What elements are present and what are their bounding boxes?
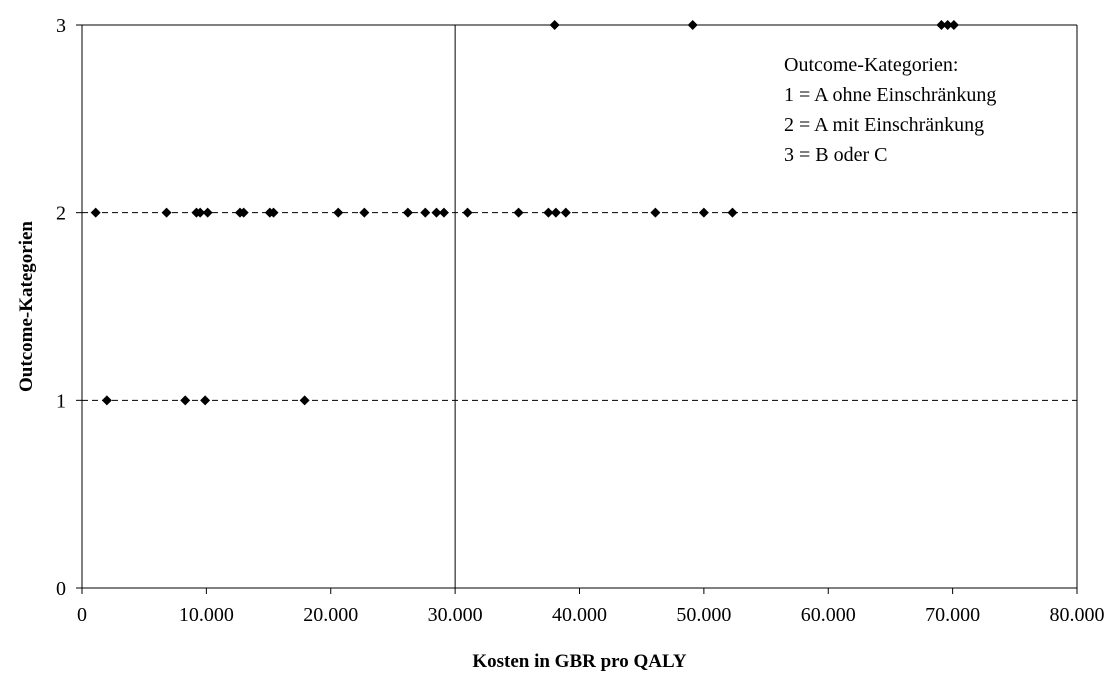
data-point: [402, 207, 413, 218]
axes-layer: [81, 25, 1077, 589]
legend-title: Outcome-Kategorien:: [784, 54, 958, 76]
data-point: [438, 207, 449, 218]
data-point: [698, 207, 709, 218]
grid-layer: [82, 24, 1078, 588]
data-point: [462, 207, 473, 218]
legend-item-3: 3 = B oder C: [784, 144, 888, 166]
data-point: [333, 207, 344, 218]
y-tick-label: 0: [56, 578, 66, 600]
y-axis-title: Outcome-Kategorien: [16, 221, 37, 392]
y-tick-label: 2: [56, 203, 66, 225]
x-tick-label: 60.000: [801, 604, 856, 626]
x-tick-label: 10.000: [179, 604, 234, 626]
data-point: [727, 207, 738, 218]
legend-item-2: 2 = A mit Einschränkung: [784, 114, 984, 136]
y-tick-label: 1: [56, 390, 66, 412]
data-point: [560, 207, 571, 218]
data-point: [202, 207, 213, 218]
data-point: [195, 207, 206, 218]
data-point: [513, 207, 524, 218]
legend: Outcome-Kategorien: 1 = A ohne Einschrän…: [784, 54, 996, 166]
data-point: [101, 395, 112, 406]
data-point: [268, 207, 279, 218]
x-tick-label: 20.000: [303, 604, 358, 626]
data-point: [90, 207, 101, 218]
x-tick-label: 70.000: [925, 604, 980, 626]
data-point: [549, 20, 560, 30]
x-tick-label: 0: [77, 604, 87, 626]
legend-item-1: 1 = A ohne Einschränkung: [784, 84, 996, 106]
y-tick-label: 3: [56, 15, 66, 37]
x-tick-label: 30.000: [428, 604, 483, 626]
data-point: [161, 207, 172, 218]
data-point: [431, 207, 442, 218]
data-point: [200, 395, 211, 406]
x-axis-title: Kosten in GBR pro QALY: [472, 651, 687, 672]
data-point: [420, 207, 431, 218]
data-point: [550, 207, 561, 218]
x-tick-label: 80.000: [1050, 604, 1105, 626]
data-point: [687, 20, 698, 30]
x-ticks: 0 10.000 20.000 30.000 40.000 50.000 60.000 70.…: [77, 588, 1105, 626]
x-tick-label: 50.000: [676, 604, 731, 626]
data-point: [299, 395, 310, 406]
data-point: [650, 207, 661, 218]
data-point: [543, 207, 554, 218]
data-point: [936, 20, 947, 30]
data-point: [238, 207, 249, 218]
x-tick-label: 40.000: [552, 604, 607, 626]
data-point: [359, 207, 370, 218]
data-point: [948, 20, 959, 30]
y-ticks: 0 1 2 3: [56, 15, 82, 600]
data-point: [180, 395, 191, 406]
data-points: [90, 20, 959, 406]
data-point: [942, 20, 953, 30]
